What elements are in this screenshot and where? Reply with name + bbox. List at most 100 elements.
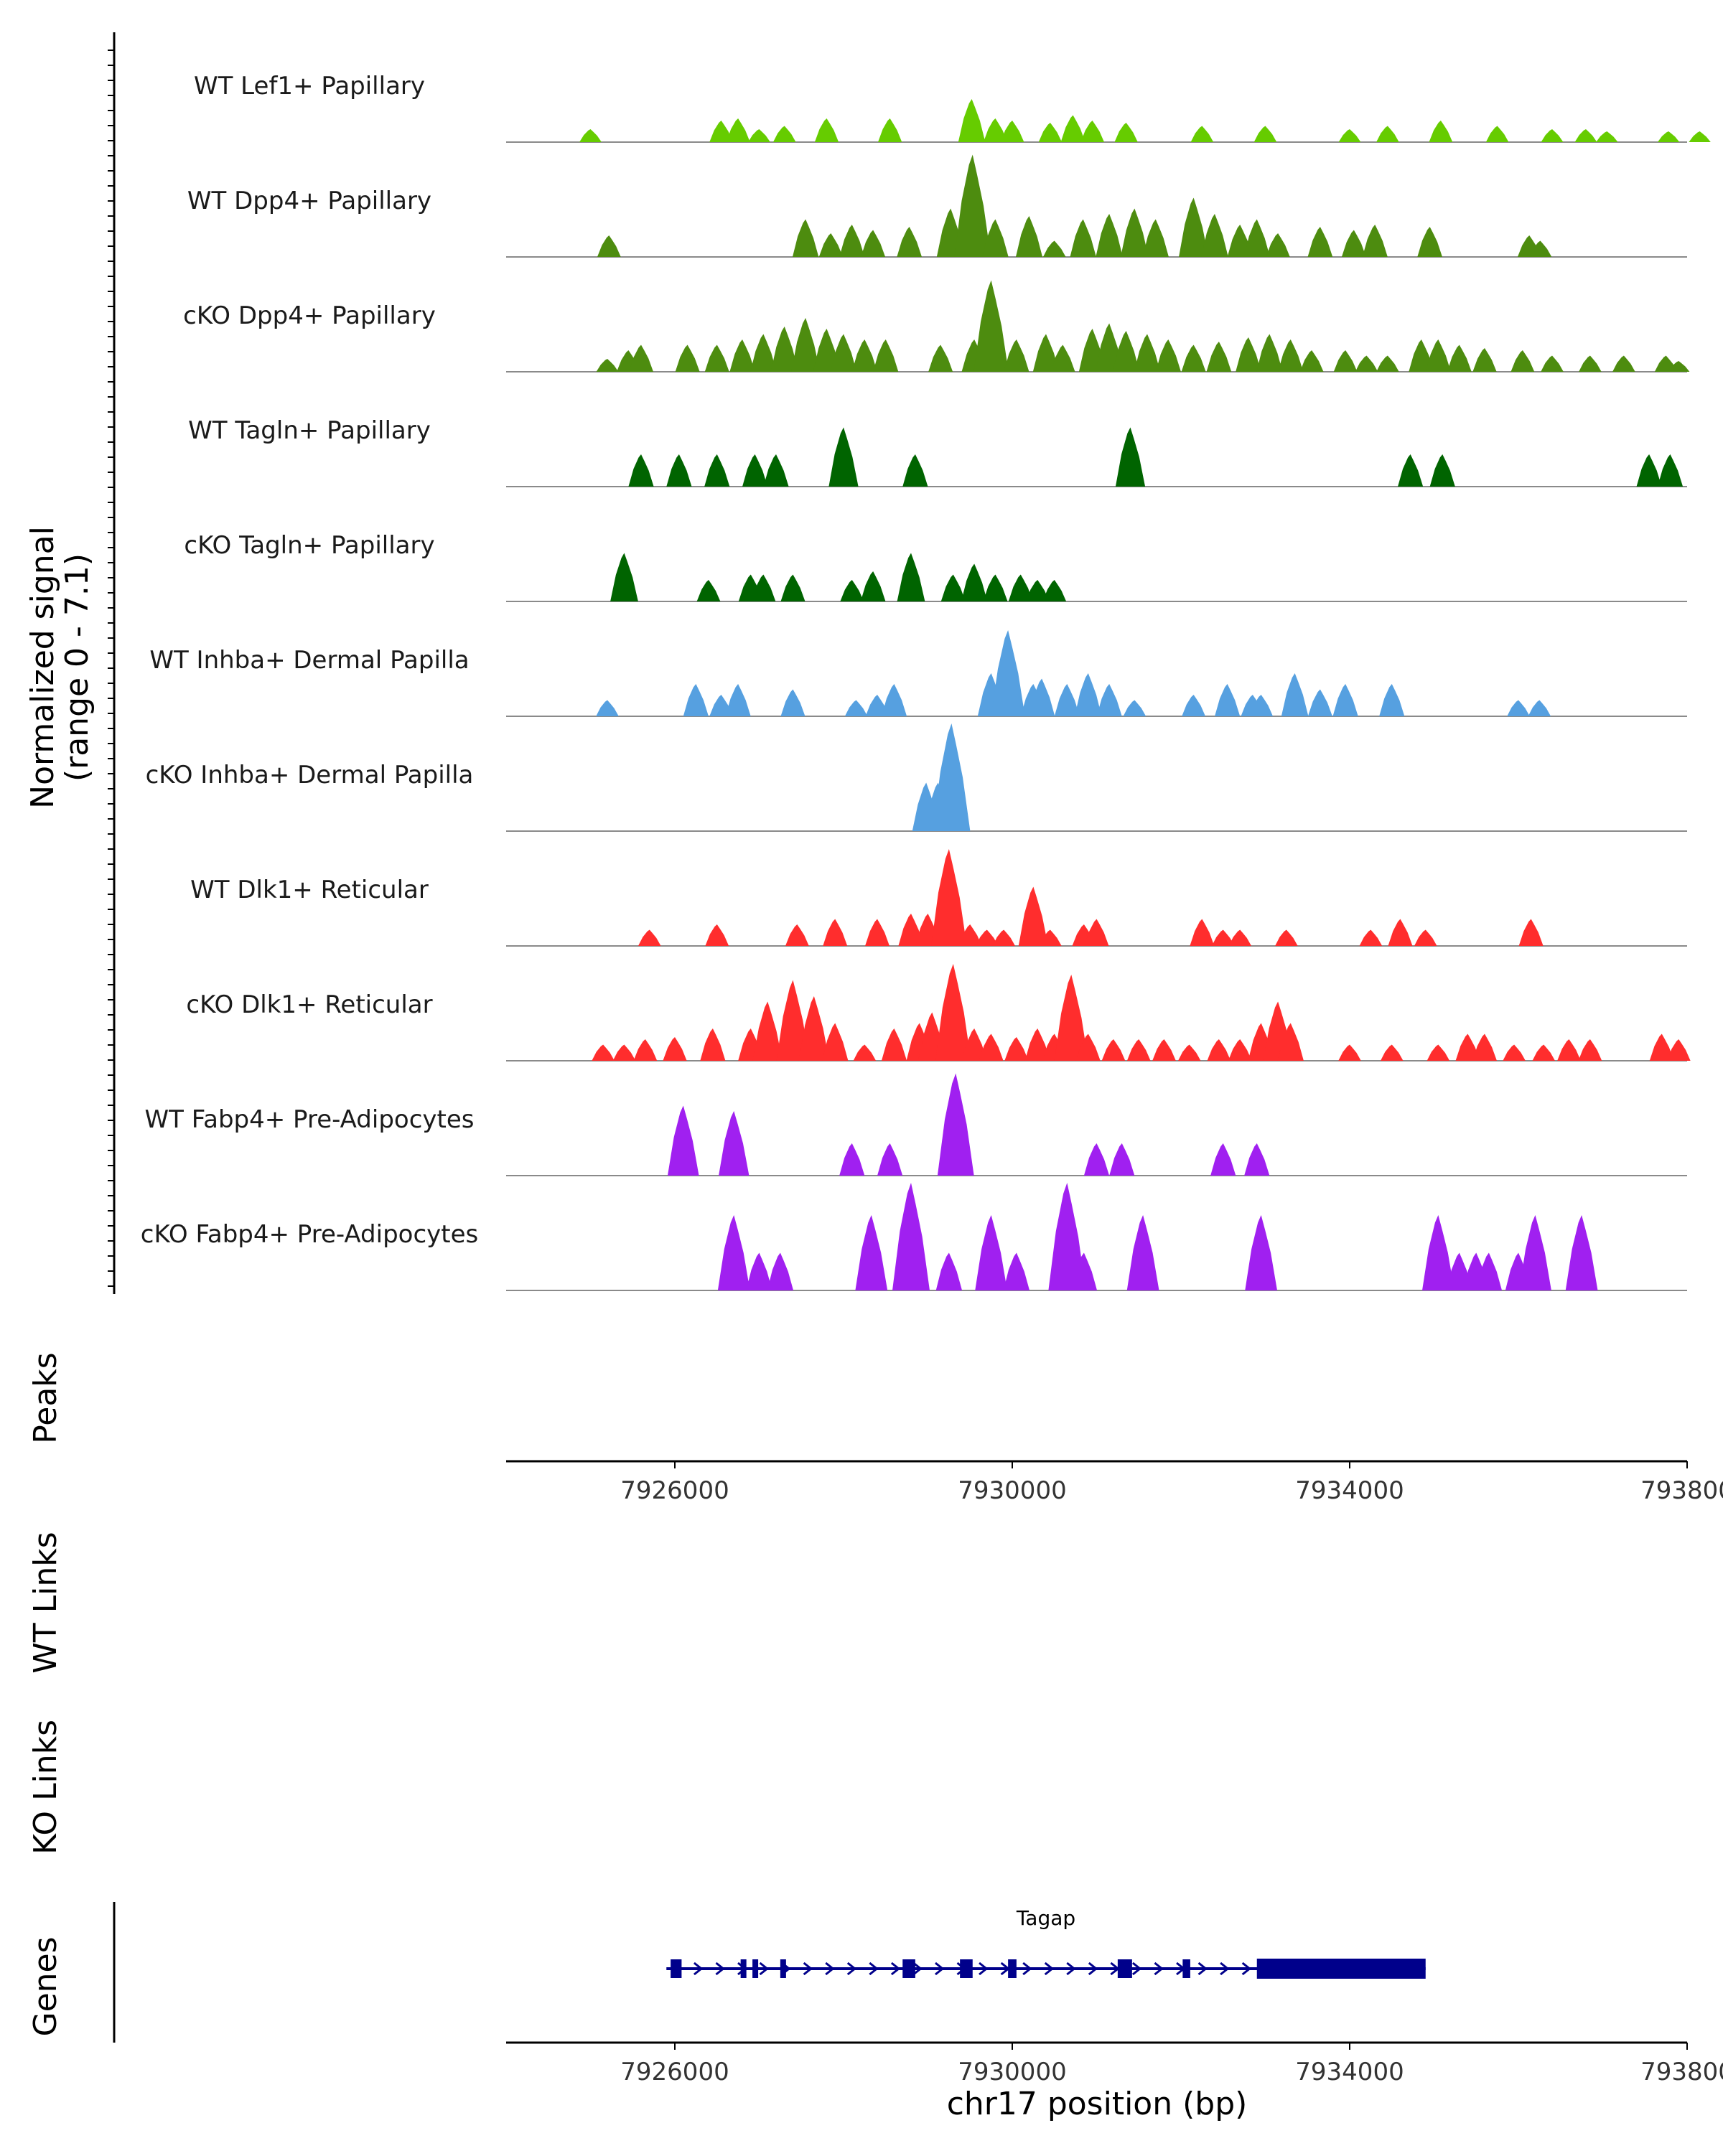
signal-peak bbox=[1421, 1215, 1454, 1290]
signal-peak bbox=[1120, 208, 1149, 257]
signal-peak bbox=[1211, 929, 1235, 946]
signal-peak bbox=[667, 1105, 699, 1176]
signal-peak bbox=[742, 454, 768, 487]
signal-peak bbox=[897, 553, 925, 601]
signal-peak bbox=[1177, 1044, 1201, 1061]
signal-peak bbox=[839, 1143, 865, 1176]
signal-peak bbox=[979, 1034, 1004, 1061]
signal-peak bbox=[897, 227, 923, 257]
signal-peak bbox=[751, 574, 776, 601]
signal-peak bbox=[1278, 339, 1304, 372]
signal-peak bbox=[1207, 1039, 1231, 1061]
signal-peak bbox=[1510, 350, 1535, 372]
signal-peak bbox=[1362, 225, 1388, 257]
gene-exon bbox=[960, 1959, 973, 1978]
signal-peak bbox=[1018, 886, 1048, 946]
signal-peak bbox=[937, 1073, 974, 1176]
signal-peak bbox=[1004, 1037, 1029, 1061]
signal-peak bbox=[1070, 219, 1096, 257]
signal-peak bbox=[935, 1252, 963, 1290]
signal-peak bbox=[861, 230, 886, 257]
signal-peak bbox=[628, 454, 654, 487]
signal-peak bbox=[1115, 427, 1146, 487]
signal-peak bbox=[822, 1023, 849, 1061]
signal-peak bbox=[770, 327, 798, 372]
signal-peak bbox=[931, 849, 967, 946]
signal-peak bbox=[1528, 700, 1551, 716]
signal-peak bbox=[785, 924, 809, 946]
signal-peak bbox=[991, 630, 1025, 716]
signal-peak bbox=[973, 280, 1009, 372]
signal-peak bbox=[746, 1252, 772, 1290]
signal-peak bbox=[1182, 695, 1206, 716]
signal-peak bbox=[823, 919, 848, 946]
signal-peak bbox=[1359, 929, 1383, 946]
signal-peak bbox=[983, 574, 1008, 601]
signal-peak bbox=[1596, 131, 1618, 142]
strand-arrow bbox=[1088, 1962, 1098, 1976]
signal-peak bbox=[902, 454, 928, 487]
signal-peak bbox=[975, 929, 999, 946]
strand-arrow bbox=[803, 1962, 813, 1976]
signal-peak bbox=[752, 1001, 783, 1061]
signal-peak bbox=[1256, 334, 1283, 372]
signal-peak bbox=[992, 929, 1016, 946]
signal-peak bbox=[1228, 929, 1252, 946]
signal-peak bbox=[839, 225, 865, 257]
signal-peak bbox=[1579, 355, 1602, 372]
strand-arrow bbox=[1044, 1962, 1055, 1976]
signal-peak bbox=[592, 1044, 615, 1061]
signal-peak bbox=[798, 996, 830, 1061]
signal-peak bbox=[1425, 339, 1451, 372]
signal-y-axis-label-2: (range 0 - 7.1) bbox=[59, 553, 95, 782]
signal-peak bbox=[814, 118, 839, 142]
signal-peak bbox=[1101, 1039, 1126, 1061]
signal-peak bbox=[666, 454, 692, 487]
signal-peak bbox=[696, 580, 721, 601]
signal-peak bbox=[881, 684, 907, 716]
gene-exon bbox=[740, 1959, 747, 1978]
signal-peak bbox=[1447, 345, 1472, 372]
signal-peak bbox=[1332, 684, 1358, 716]
signal-peak bbox=[597, 235, 621, 257]
signal-peak bbox=[1485, 126, 1509, 142]
signal-peak bbox=[1215, 684, 1241, 716]
signal-peak bbox=[729, 339, 755, 372]
signal-peak bbox=[1038, 123, 1063, 142]
genes-x-axis: 7926000 7930000 7934000 793800 bbox=[506, 2041, 1723, 2086]
x-tick-label: 793800 bbox=[1640, 1476, 1723, 1505]
strand-arrow bbox=[1197, 1962, 1208, 1976]
strand-arrow bbox=[1066, 1962, 1076, 1976]
signal-peak bbox=[612, 1044, 636, 1061]
signal-peak bbox=[1519, 1215, 1551, 1290]
signal-peak bbox=[675, 345, 700, 372]
signal-peak bbox=[983, 118, 1008, 142]
signal-peak bbox=[851, 339, 877, 372]
track-10: cKO Fabp4+ Pre-Adipocytes bbox=[141, 1183, 1687, 1291]
signal-peak bbox=[726, 118, 750, 142]
signal-peak bbox=[860, 571, 886, 601]
signal-peak bbox=[1042, 240, 1066, 257]
signal-peak bbox=[596, 359, 619, 372]
signal-peak bbox=[1201, 214, 1228, 257]
gene-exon bbox=[780, 1959, 786, 1978]
signal-peak bbox=[791, 318, 821, 372]
signal-peak bbox=[763, 454, 789, 487]
strand-arrow bbox=[869, 1962, 879, 1976]
strand-arrow bbox=[759, 1962, 769, 1976]
signal-tracks: WT Lef1+ Papillary WT Dpp4+ Papillary cKO … bbox=[141, 72, 1711, 1291]
strand-arrow bbox=[1022, 1962, 1032, 1976]
signal-peak bbox=[853, 1044, 877, 1061]
track-0: WT Lef1+ Papillary bbox=[194, 72, 1711, 143]
track-label: cKO Dpp4+ Papillary bbox=[183, 301, 436, 330]
signal-y-axis-label-1: Normalized signal bbox=[24, 526, 61, 809]
signal-peak bbox=[1024, 1028, 1050, 1061]
signal-peak bbox=[1074, 673, 1102, 716]
track-label: cKO Tagln+ Papillary bbox=[184, 531, 434, 560]
signal-peak bbox=[1206, 342, 1232, 372]
track-3: WT Tagln+ Papillary bbox=[188, 416, 1687, 487]
signal-peak bbox=[1253, 126, 1277, 142]
signal-peak bbox=[1376, 126, 1399, 142]
strand-arrow bbox=[890, 1962, 901, 1976]
